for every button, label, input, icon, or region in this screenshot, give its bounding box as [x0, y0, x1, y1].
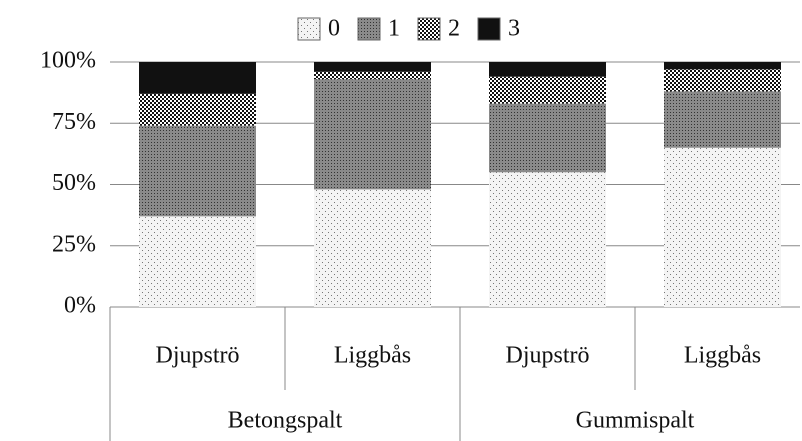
bar-segment	[139, 216, 256, 307]
bar-segment	[139, 93, 256, 126]
x-tick-label: Djupströ	[506, 343, 590, 369]
legend-label: 1	[388, 16, 400, 42]
bar-segment	[664, 147, 781, 307]
bar-segment	[489, 62, 606, 77]
x-tick-label: Liggbås	[334, 343, 411, 369]
legend-label: 0	[328, 16, 340, 42]
bar-segment	[664, 69, 781, 92]
bar-segment	[314, 189, 431, 307]
legend-label: 2	[448, 16, 460, 42]
bar-segment	[314, 71, 431, 80]
legend-swatch	[297, 17, 321, 41]
bar-segment	[664, 91, 781, 148]
x-tick-label: Djupströ	[156, 343, 240, 369]
bar-segment	[489, 172, 606, 307]
bar-segment	[489, 76, 606, 104]
y-tick-label: 25%	[52, 231, 96, 257]
legend-swatch	[357, 17, 381, 41]
bar-segment	[139, 62, 256, 94]
group-label: Betongspalt	[228, 408, 343, 434]
bar-segment	[664, 62, 781, 70]
x-tick-label: Liggbås	[684, 343, 761, 369]
y-tick-label: 100%	[40, 48, 96, 74]
legend-swatch	[477, 17, 501, 41]
bar-segment	[139, 125, 256, 217]
group-label: Gummispalt	[576, 408, 695, 434]
legend-swatch	[417, 17, 441, 41]
y-tick-label: 75%	[52, 109, 96, 135]
legend-label: 3	[508, 16, 520, 42]
bar-segment	[314, 62, 431, 72]
y-tick-label: 0%	[64, 293, 96, 319]
y-tick-label: 50%	[52, 170, 96, 196]
bar-segment	[314, 79, 431, 190]
bar-segment	[489, 103, 606, 173]
